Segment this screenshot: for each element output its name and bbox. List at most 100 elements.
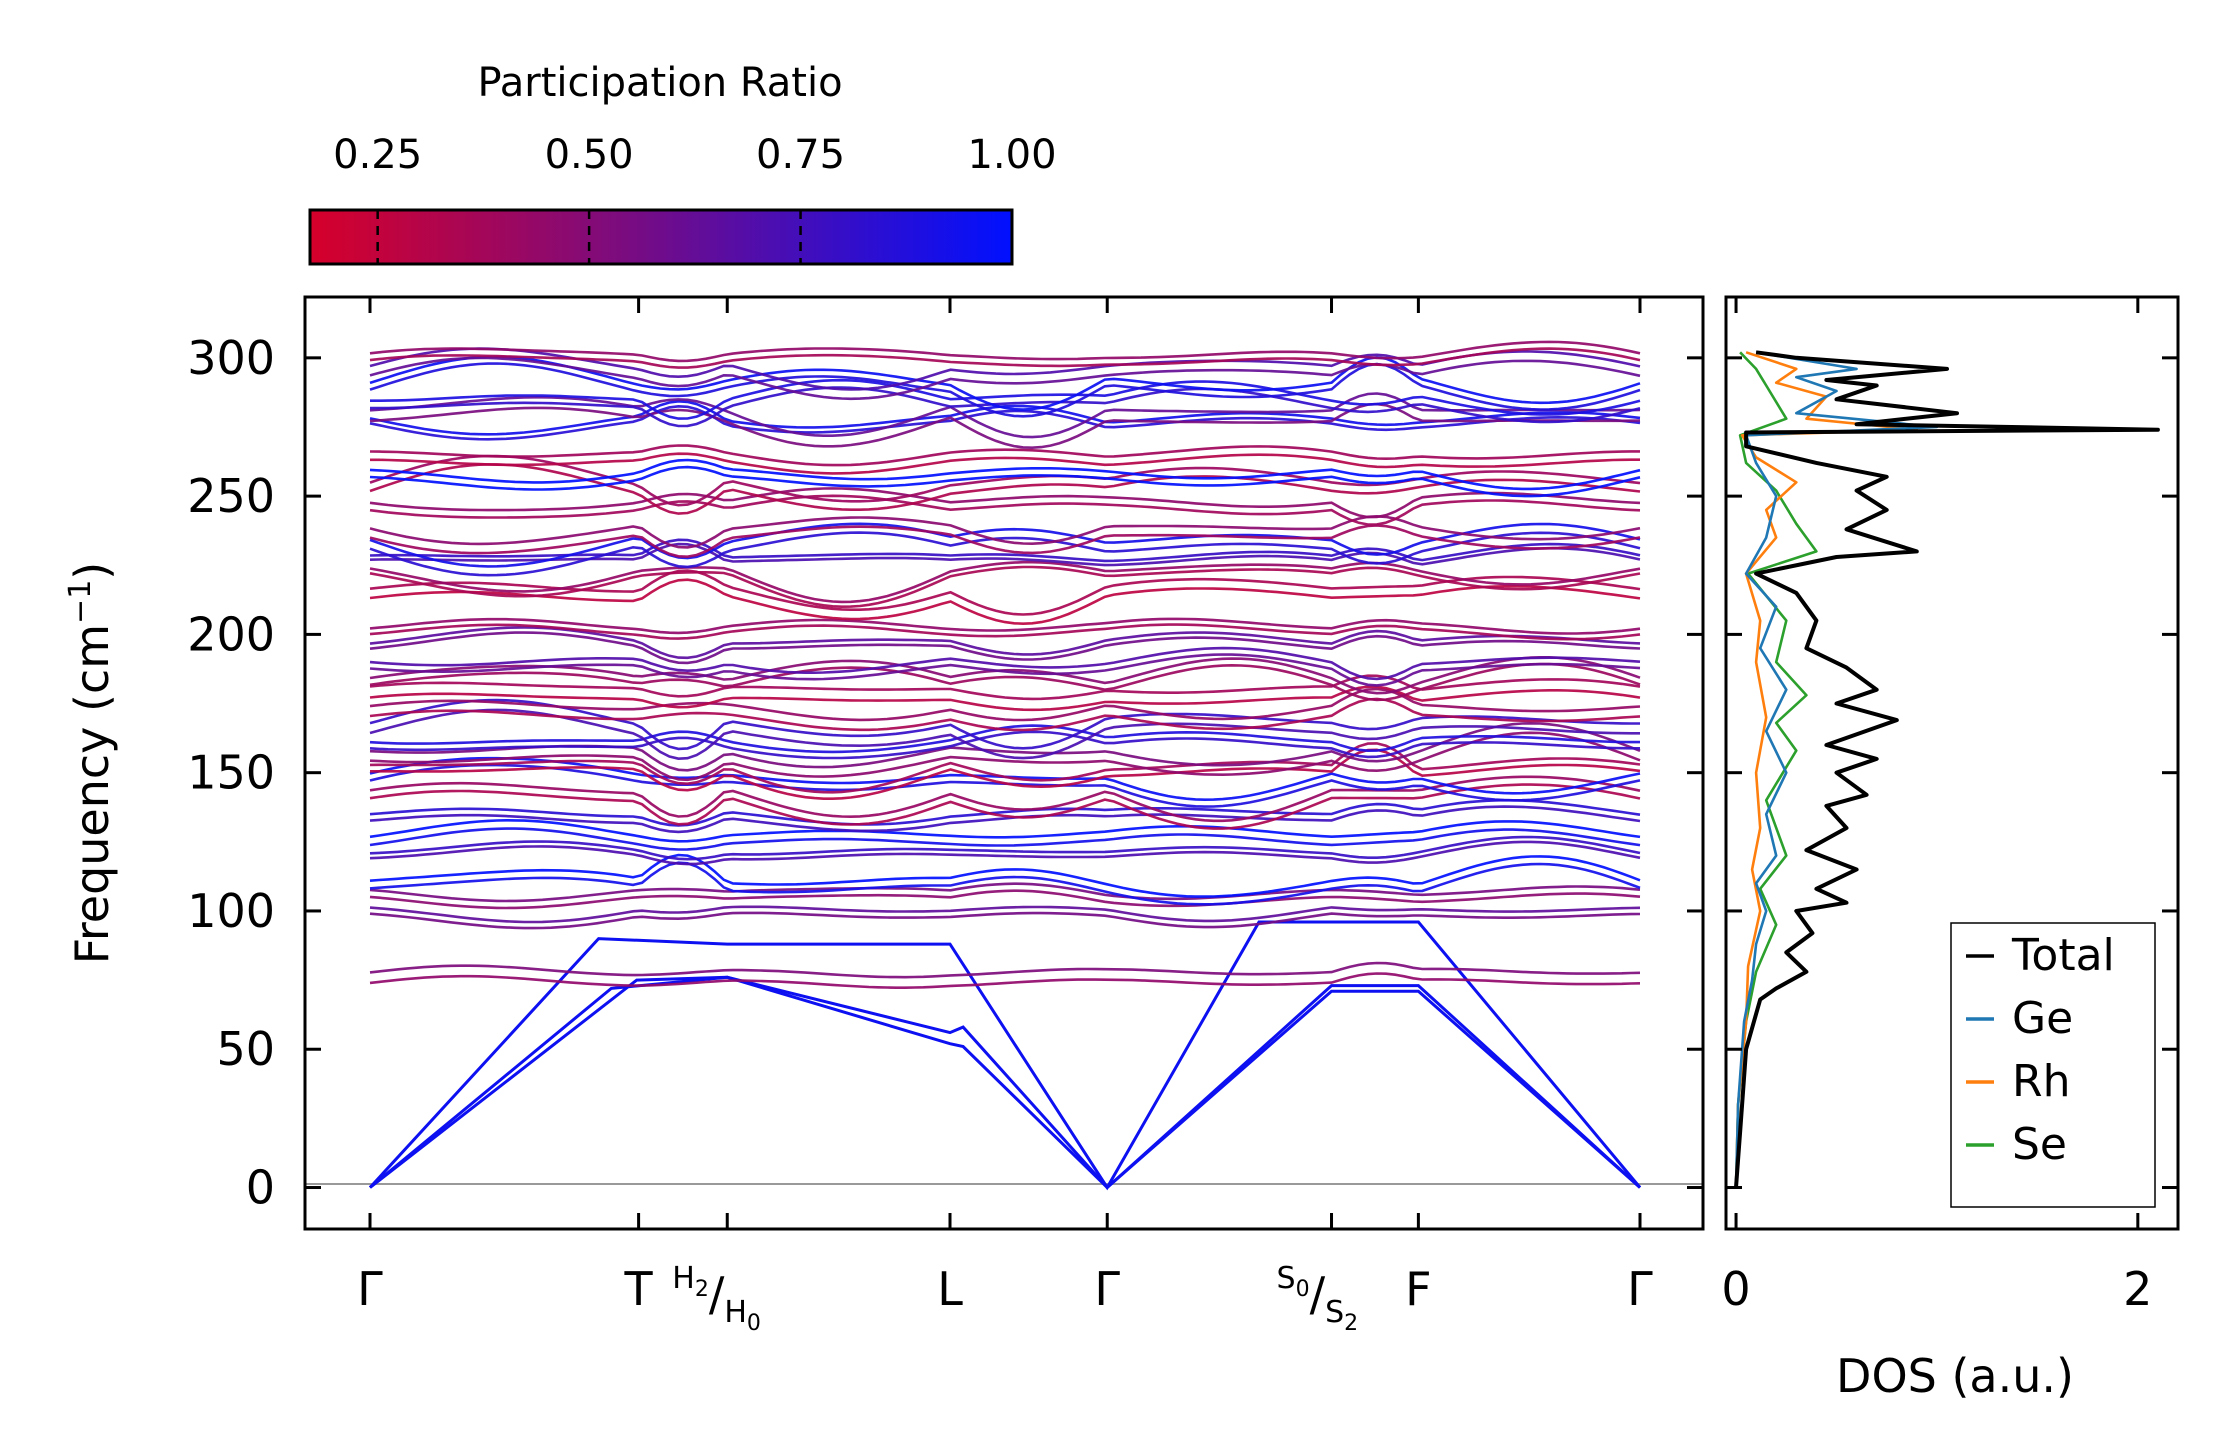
optical-band bbox=[369, 404, 1641, 441]
optical-band bbox=[369, 674, 1641, 701]
optical-band bbox=[369, 731, 1641, 782]
y-tick-label: 50 bbox=[216, 1022, 275, 1076]
optical-band bbox=[369, 444, 1640, 467]
acoustic-band bbox=[368, 920, 1642, 1191]
optical-band bbox=[369, 835, 1641, 861]
optical-band bbox=[369, 685, 1641, 712]
legend-label: Rh bbox=[2012, 1056, 2070, 1107]
optical-band bbox=[369, 730, 1640, 760]
y-axis-ticks: 0 50 100 150 200 250 300 bbox=[187, 331, 1703, 1215]
optical-band bbox=[369, 972, 1641, 989]
optical-band bbox=[369, 840, 1641, 866]
optical-band bbox=[369, 905, 1641, 924]
optical-band bbox=[369, 340, 1641, 363]
optical-band bbox=[369, 494, 1641, 526]
colorbar: Participation Ratio 0.25 0.50 0.75 1.00 bbox=[308, 60, 1057, 266]
optical-band bbox=[369, 617, 1641, 635]
optical-band bbox=[369, 882, 1641, 903]
x-tick-label: Γ bbox=[1094, 1262, 1120, 1316]
optical-band bbox=[369, 911, 1641, 930]
optical-band bbox=[369, 827, 1641, 851]
phonon-bands bbox=[368, 340, 1642, 1191]
optical-band bbox=[369, 889, 1641, 910]
optical-band bbox=[369, 818, 1641, 843]
optical-band bbox=[369, 698, 1640, 751]
colorbar-ticks: 0.25 0.50 0.75 1.00 bbox=[333, 132, 1057, 264]
y-tick-label: 300 bbox=[187, 331, 275, 385]
optical-band bbox=[369, 853, 1641, 898]
legend-label: Se bbox=[2012, 1119, 2067, 1170]
optical-band bbox=[369, 653, 1641, 687]
acoustic-band bbox=[369, 975, 1641, 1190]
y-tick-label: 0 bbox=[246, 1161, 275, 1215]
optical-band bbox=[369, 697, 1641, 732]
optical-band bbox=[369, 687, 1641, 722]
optical-band bbox=[369, 524, 1641, 559]
dos-series-total bbox=[1734, 350, 2160, 1188]
band-structure-panel: 0 50 100 150 200 250 300 Γ T H2/H0 L Γ S0/S2 F Γ Freq… bbox=[63, 295, 1705, 1336]
dos-legend: Total Ge Rh Se bbox=[1950, 922, 2156, 1208]
optical-band bbox=[369, 805, 1641, 834]
optical-band bbox=[369, 623, 1641, 641]
y-tick-label: 150 bbox=[187, 746, 275, 800]
colorbar-title: Participation Ratio bbox=[477, 60, 842, 106]
optical-band bbox=[369, 560, 1641, 604]
x-tick-label: Γ bbox=[1627, 1262, 1653, 1316]
optical-band bbox=[369, 463, 1641, 515]
optical-band bbox=[369, 783, 1641, 830]
optical-band bbox=[369, 742, 1641, 794]
dos-x-tick-label: 2 bbox=[2123, 1262, 2152, 1316]
optical-band bbox=[369, 578, 1641, 626]
legend-label: Total bbox=[2011, 930, 2115, 981]
dos-curves bbox=[1734, 350, 2160, 1188]
optical-band bbox=[369, 347, 1641, 369]
optical-band bbox=[369, 458, 1641, 491]
legend-box bbox=[1950, 922, 2156, 1208]
dos-x-tick-label: 0 bbox=[1721, 1262, 1750, 1316]
optical-band bbox=[370, 386, 1641, 428]
optical-band bbox=[369, 538, 1641, 563]
x-tick-label: L bbox=[937, 1262, 963, 1316]
optical-band bbox=[369, 356, 1641, 401]
optical-band bbox=[369, 631, 1641, 665]
optical-band bbox=[369, 662, 1641, 702]
x-tick-label-split: H2/H0 bbox=[672, 1261, 761, 1336]
x-axis-high-symmetry-ticks: Γ T H2/H0 L Γ S0/S2 F Γ bbox=[357, 297, 1653, 1336]
y-tick-label: 100 bbox=[187, 884, 275, 938]
optical-band bbox=[369, 487, 1641, 519]
colorbar-tick-label: 0.25 bbox=[333, 132, 422, 178]
optical-band bbox=[369, 392, 1641, 439]
y-tick-label: 200 bbox=[187, 607, 275, 661]
optical-band bbox=[370, 452, 1640, 475]
optical-band bbox=[369, 861, 1641, 906]
x-tick-label-split: S0/S2 bbox=[1277, 1261, 1359, 1336]
dos-series-se bbox=[1734, 351, 1818, 1188]
colorbar-tick-label: 0.50 bbox=[545, 132, 634, 178]
optical-band bbox=[369, 646, 1641, 681]
dos-series-ge bbox=[1734, 351, 1939, 1188]
optical-band bbox=[369, 626, 1641, 660]
optical-band bbox=[369, 522, 1641, 568]
optical-band bbox=[370, 748, 1641, 800]
optical-band bbox=[369, 531, 1641, 577]
optical-band bbox=[369, 961, 1641, 979]
optical-band bbox=[369, 542, 1641, 567]
optical-band bbox=[369, 708, 1640, 761]
optical-band bbox=[369, 798, 1641, 827]
optical-band bbox=[369, 454, 1641, 507]
y-tick-label: 250 bbox=[187, 469, 275, 523]
dos-plot-frame bbox=[1724, 295, 2180, 1231]
acoustic-band bbox=[369, 975, 1642, 1190]
optical-band bbox=[369, 465, 1641, 498]
y-axis-label: Frequency (cm−1) bbox=[63, 562, 119, 965]
band-plot-frame bbox=[303, 295, 1705, 1231]
colorbar-tick-label: 1.00 bbox=[967, 132, 1056, 178]
colorbar-gradient bbox=[308, 208, 1014, 266]
dos-x-axis-label: DOS (a.u.) bbox=[1836, 1349, 2074, 1403]
x-tick-label: F bbox=[1405, 1262, 1431, 1316]
optical-band bbox=[369, 514, 1641, 549]
x-tick-label: Γ bbox=[357, 1262, 383, 1316]
